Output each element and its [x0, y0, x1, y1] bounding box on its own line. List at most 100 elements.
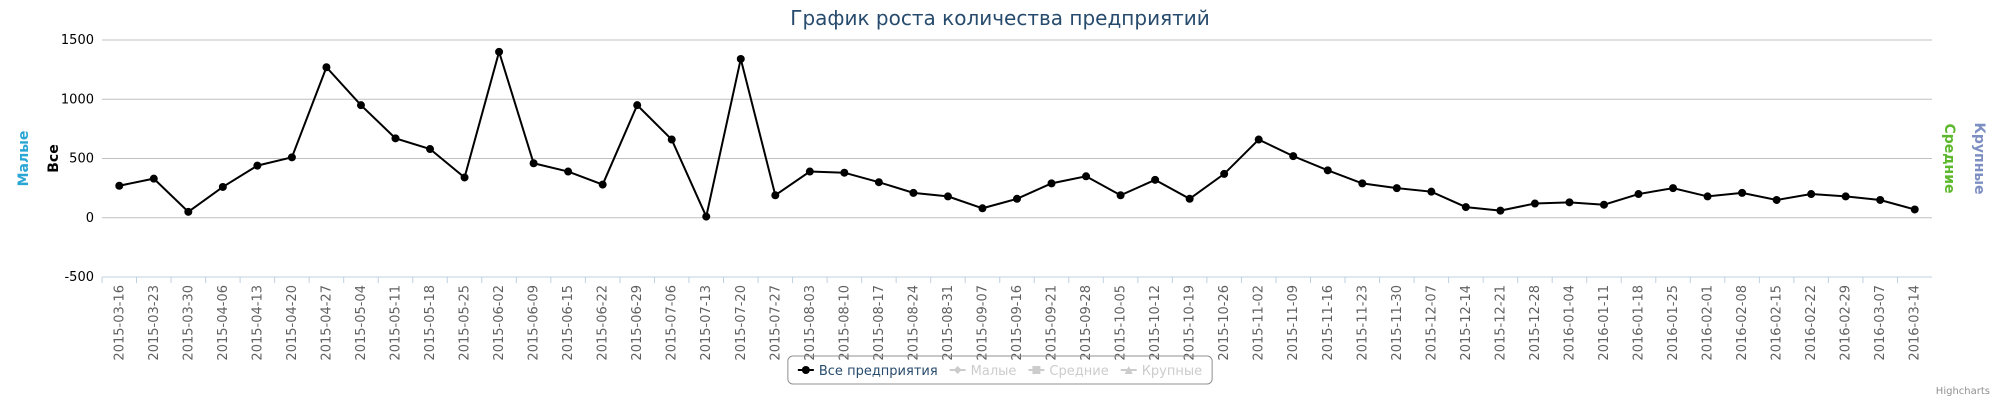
y-tick-label: -500 — [64, 270, 94, 285]
point — [1289, 152, 1298, 161]
legend-symbol — [1124, 366, 1133, 374]
x-tick-label: 2015-05-11 — [388, 285, 403, 361]
point — [529, 159, 538, 168]
point — [909, 188, 918, 197]
legend-item[interactable]: Крупные — [1120, 364, 1202, 379]
y-tick-label: 0 — [86, 211, 94, 226]
point — [1185, 194, 1194, 203]
point — [771, 191, 780, 200]
x-tick-label: 2016-02-29 — [1839, 285, 1854, 361]
point — [391, 134, 400, 143]
point — [149, 174, 158, 183]
x-tick-label: 2015-05-25 — [458, 285, 473, 361]
point — [1116, 191, 1125, 200]
legend-label: Малые — [971, 364, 1017, 379]
point — [1634, 190, 1643, 199]
x-tick-label: 2016-03-07 — [1873, 285, 1888, 361]
point — [1565, 198, 1574, 207]
legend-symbol — [801, 366, 810, 374]
x-tick-label: 2015-11-02 — [1252, 285, 1267, 361]
x-tick-label: 2015-07-20 — [734, 285, 749, 361]
x-tick-label: 2015-09-16 — [1010, 285, 1025, 361]
x-tick-label: 2015-08-17 — [872, 285, 887, 361]
x-tick-label: 2015-12-28 — [1528, 285, 1543, 361]
x-tick-label: 2015-06-29 — [630, 285, 645, 361]
y-tick-label: 1500 — [61, 33, 94, 48]
x-tick-label: 2015-11-16 — [1321, 285, 1336, 361]
point — [1738, 188, 1747, 197]
point — [943, 192, 952, 201]
x-tick-label: 2015-06-09 — [527, 285, 542, 361]
legend-item[interactable]: Средние — [1028, 364, 1109, 379]
point — [667, 135, 676, 144]
x-tick-label: 2015-03-23 — [147, 285, 162, 361]
point — [978, 204, 987, 213]
point — [1807, 190, 1816, 199]
x-tick-label: 2016-02-01 — [1701, 285, 1716, 361]
axis-title: Все — [46, 144, 62, 172]
point — [1220, 169, 1229, 178]
x-tick-label: 2015-07-27 — [768, 285, 783, 361]
legend-item[interactable]: Все предприятия — [797, 364, 938, 379]
legend-label: Крупные — [1142, 364, 1202, 379]
point — [184, 207, 193, 216]
point — [736, 54, 745, 63]
x-tick-label: 2015-10-05 — [1114, 285, 1129, 361]
x-tick-label: 2016-02-15 — [1770, 285, 1785, 361]
x-tick-label: 2015-12-07 — [1424, 285, 1439, 361]
x-tick-label: 2015-12-14 — [1459, 285, 1474, 361]
point — [1427, 187, 1436, 196]
point — [1876, 195, 1885, 204]
point — [1151, 175, 1160, 184]
point — [805, 167, 814, 176]
x-tick-label: 2015-04-13 — [250, 285, 265, 361]
point — [495, 47, 504, 56]
point — [840, 168, 849, 177]
point — [1703, 192, 1712, 201]
axis-title: Крупные — [1971, 122, 1987, 194]
y-tick-label: 1000 — [61, 92, 94, 107]
legend-box — [787, 355, 1213, 385]
x-tick-label: 2015-07-13 — [699, 285, 714, 361]
point — [633, 101, 642, 110]
axis-title: Малые — [16, 131, 32, 187]
x-tick-label: 2015-09-07 — [975, 285, 990, 361]
point — [115, 181, 124, 190]
x-tick-label: 2015-08-03 — [803, 285, 818, 361]
x-tick-label: 2015-06-15 — [561, 285, 576, 361]
x-tick-label: 2016-02-22 — [1804, 285, 1819, 361]
x-tick-label: 2015-09-21 — [1045, 285, 1060, 361]
x-tick-label: 2015-08-10 — [837, 285, 852, 361]
point — [564, 167, 573, 176]
x-tick-label: 2015-11-09 — [1286, 285, 1301, 361]
credits[interactable]: Highcharts — [1936, 386, 1990, 397]
point — [1392, 184, 1401, 193]
point — [1358, 179, 1367, 188]
point — [426, 145, 435, 154]
y-tick-label: 500 — [69, 152, 94, 167]
x-tick-label: 2015-04-06 — [216, 285, 231, 361]
legend-item[interactable]: Малые — [949, 364, 1017, 379]
point — [218, 182, 227, 191]
x-tick-label: 2015-10-19 — [1183, 285, 1198, 361]
x-tick-label: 2015-06-22 — [596, 285, 611, 361]
point — [1254, 135, 1263, 144]
point — [1461, 203, 1470, 212]
x-tick-label: 2016-01-04 — [1562, 285, 1577, 361]
point — [322, 63, 331, 72]
x-tick-label: 2015-06-02 — [492, 285, 507, 361]
legend-label: Средние — [1049, 364, 1108, 379]
x-tick-label: 2015-03-16 — [112, 285, 127, 361]
x-tick-label: 2015-10-26 — [1217, 285, 1232, 361]
point — [1013, 194, 1021, 203]
point — [1772, 195, 1781, 204]
x-tick-label: 2015-11-23 — [1355, 285, 1370, 361]
point — [253, 161, 262, 170]
x-tick-label: 2015-12-21 — [1493, 285, 1508, 361]
legend-symbol — [953, 366, 962, 374]
legend-label: Все предприятия — [819, 364, 938, 379]
x-tick-label: 2016-01-18 — [1632, 285, 1647, 361]
point — [1910, 205, 1919, 214]
x-tick-label: 2015-05-04 — [354, 285, 369, 361]
